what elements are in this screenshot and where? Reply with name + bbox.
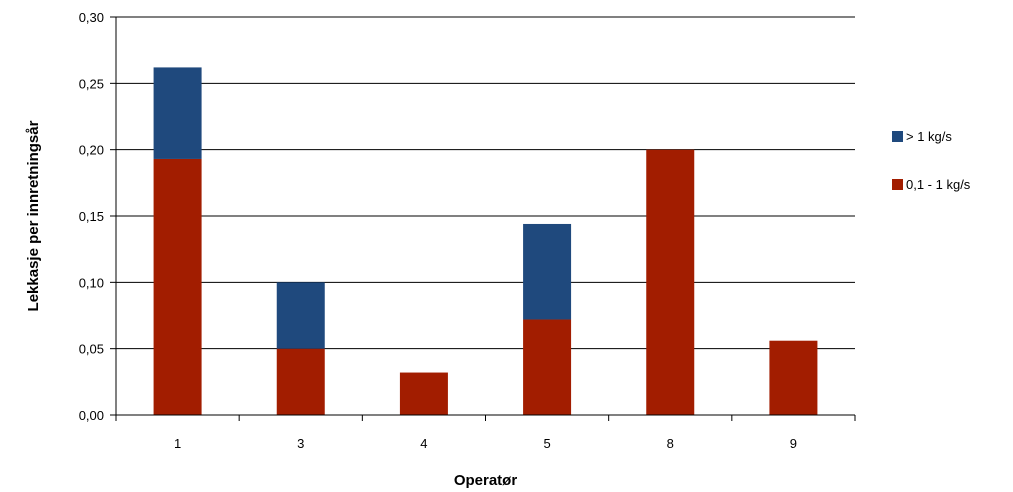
bar-segment xyxy=(523,223,572,320)
x-tick-label: 8 xyxy=(667,436,674,451)
bar-segment xyxy=(153,158,202,415)
y-tick-label: 0,00 xyxy=(79,408,104,423)
bar-segment xyxy=(646,149,695,415)
x-tick-labels: 1 3 4 5 8 9 xyxy=(174,436,797,451)
y-tick-label: 0,30 xyxy=(79,10,104,25)
legend-label: > 1 kg/s xyxy=(906,129,952,144)
y-tick-label: 0,05 xyxy=(79,342,104,357)
bars xyxy=(153,67,818,415)
legend: > 1 kg/s 0,1 - 1 kg/s xyxy=(892,129,971,192)
x-tick-label: 5 xyxy=(543,436,550,451)
y-axis-title: Lekkasje per innretningsår xyxy=(25,120,42,311)
y-tick-label: 0,10 xyxy=(79,275,104,290)
y-tick-label: 0,20 xyxy=(79,143,104,158)
x-tick-label: 9 xyxy=(790,436,797,451)
legend-label: 0,1 - 1 kg/s xyxy=(906,177,971,192)
bar-segment xyxy=(523,319,572,415)
bar-segment xyxy=(276,282,325,349)
y-tick-labels: 0,00 0,05 0,10 0,15 0,20 0,25 0,30 xyxy=(79,10,104,423)
x-tick-label: 1 xyxy=(174,436,181,451)
x-axis-title: Operatør xyxy=(454,472,518,489)
y-tick-label: 0,25 xyxy=(79,76,104,91)
bar-segment xyxy=(153,67,202,159)
legend-swatch xyxy=(892,179,903,190)
legend-swatch xyxy=(892,131,903,142)
x-tick-label: 4 xyxy=(420,436,427,451)
x-tick-label: 3 xyxy=(297,436,304,451)
y-tick-label: 0,15 xyxy=(79,209,104,224)
bar-segment xyxy=(399,372,448,415)
gridlines xyxy=(116,16,855,350)
axes xyxy=(110,16,856,421)
bar-segment xyxy=(276,348,325,415)
bar-segment xyxy=(769,340,818,415)
